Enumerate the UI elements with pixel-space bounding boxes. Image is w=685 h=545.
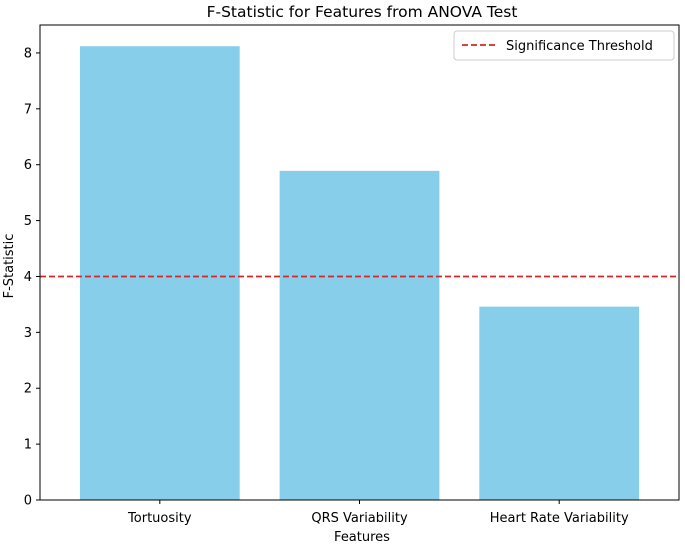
x-tick-label: QRS Variability (311, 511, 408, 526)
y-tick-label: 1 (24, 438, 32, 453)
bar-heart-rate-variability (479, 306, 640, 500)
y-tick-label: 8 (24, 46, 32, 61)
bar-tortuosity (79, 46, 240, 501)
y-tick-label: 3 (24, 326, 32, 341)
bars-layer (79, 46, 640, 501)
x-tick-label: Heart Rate Variability (490, 511, 629, 526)
y-tick-label: 6 (24, 158, 32, 173)
y-tick-label: 0 (24, 494, 32, 509)
y-axis-label: F-Statistic (2, 234, 17, 299)
y-tick-label: 5 (24, 214, 32, 229)
x-axis-label: Features (334, 530, 390, 545)
bar-qrs-variability (279, 170, 440, 500)
legend: Significance Threshold (453, 30, 675, 61)
x-ticks: Tortuosity QRS Variability Heart Rate Vari… (127, 500, 629, 526)
y-ticks: 0 1 2 3 4 5 6 7 8 (24, 46, 40, 509)
legend-box (453, 30, 675, 61)
legend-threshold-label: Significance Threshold (506, 39, 653, 54)
x-tick-label: Tortuosity (127, 511, 192, 526)
y-tick-label: 4 (24, 270, 32, 285)
chart-title: F-Statistic for Features from ANOVA Test (207, 3, 518, 21)
y-tick-label: 7 (24, 102, 32, 117)
y-tick-label: 2 (24, 382, 32, 397)
